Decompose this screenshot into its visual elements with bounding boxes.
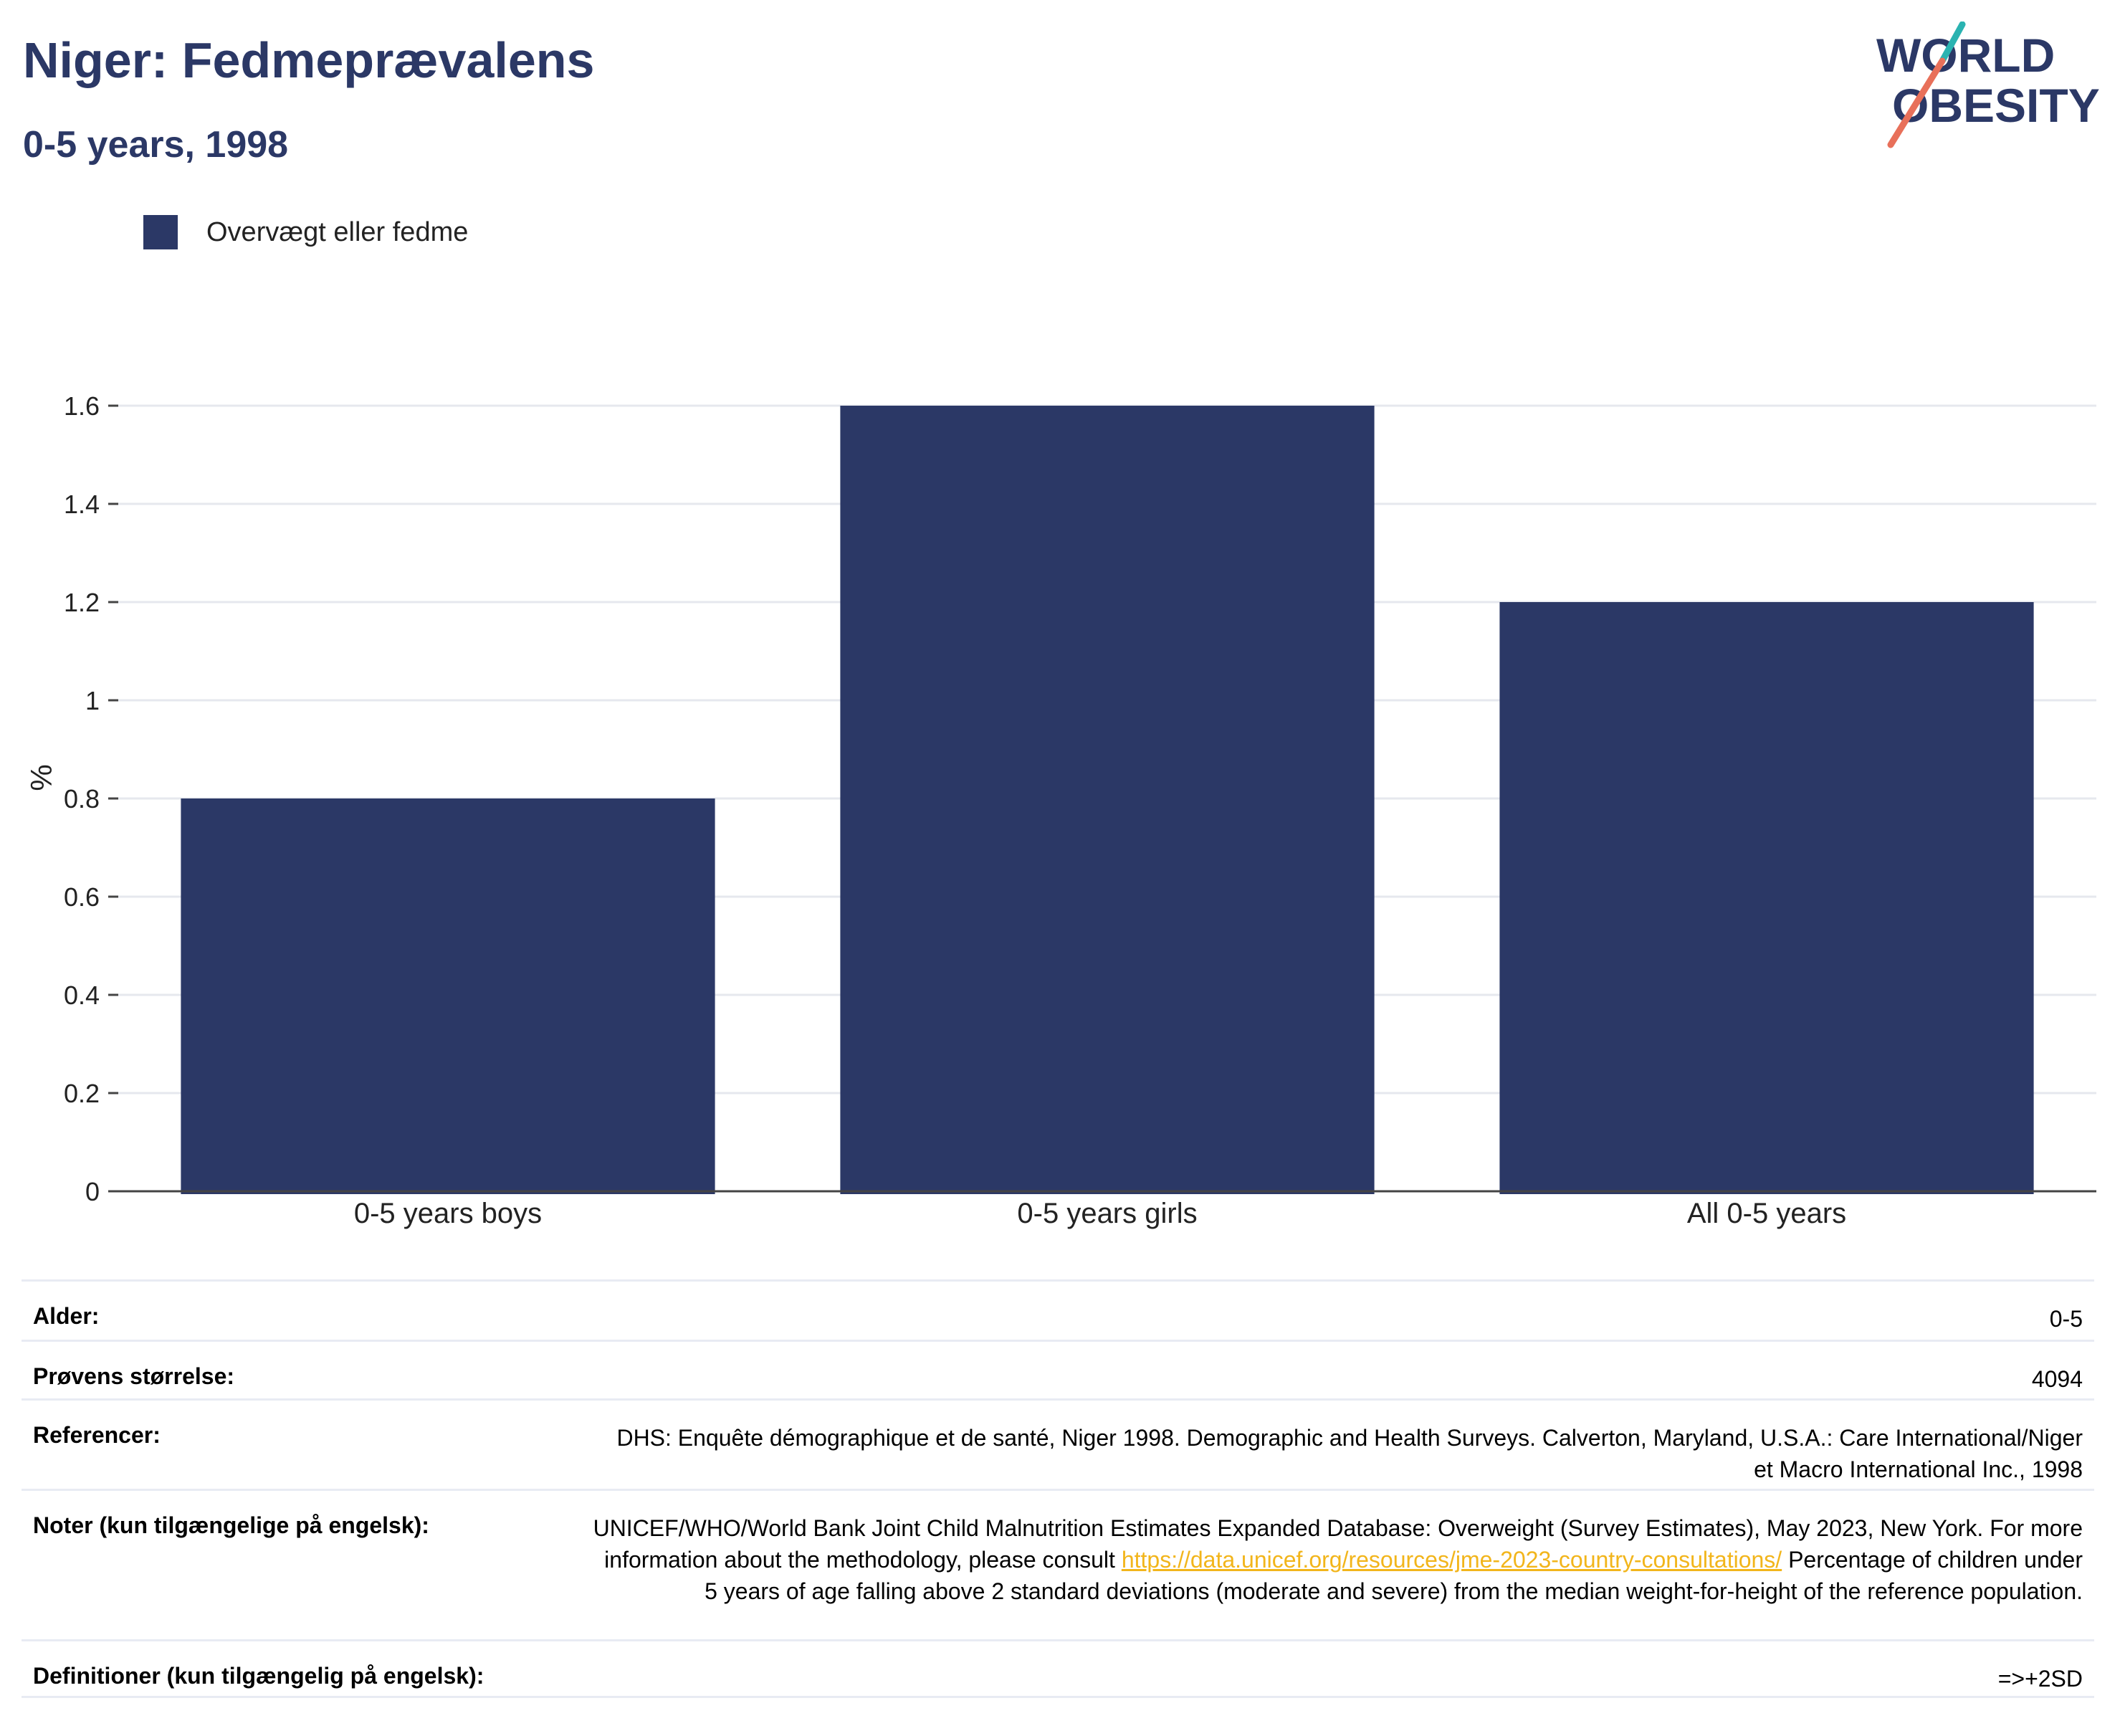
logo-slash-teal bbox=[1939, 22, 1966, 65]
info-row-notes: Noter (kun tilgængelige på engelsk): UNI… bbox=[22, 1489, 2094, 1639]
x-tick-label: 0-5 years boys bbox=[354, 1198, 542, 1229]
logo-line-1: WORLD bbox=[1876, 29, 2055, 82]
page-subtitle: 0-5 years, 1998 bbox=[23, 124, 289, 166]
logo-slash-red bbox=[1887, 57, 1946, 148]
x-tick-label: 0-5 years girls bbox=[1017, 1198, 1197, 1229]
info-label: Prøvens størrelse: bbox=[33, 1363, 235, 1389]
info-value: 0-5 bbox=[2049, 1306, 2083, 1332]
info-label: Alder: bbox=[33, 1303, 100, 1329]
info-value: UNICEF/WHO/World Bank Joint Child Malnut… bbox=[592, 1512, 2083, 1607]
bar bbox=[840, 406, 1375, 1194]
legend-label: Overvægt eller fedme bbox=[206, 216, 469, 247]
info-table: Alder: 0-5 Prøvens størrelse: 4094 Refer… bbox=[22, 1279, 2094, 1698]
bar bbox=[1499, 602, 2034, 1194]
y-axis-ticks: 0 0.2 0.4 0.6 0.8 1 1.2 1.4 1.6 bbox=[64, 391, 118, 1206]
notes-text-continued: Percentage of children under 5 years of … bbox=[705, 1547, 2083, 1604]
info-row-references: Referencer: DHS: Enquête démographique e… bbox=[22, 1398, 2094, 1489]
y-axis-title: % bbox=[24, 764, 58, 791]
x-axis-ticks: 0-5 years boys 0-5 years girls All 0-5 yea… bbox=[354, 1198, 1846, 1229]
y-tick-label: 1.2 bbox=[64, 588, 100, 617]
info-row-sample-size: Prøvens størrelse: 4094 bbox=[22, 1340, 2094, 1398]
y-tick-label: 0 bbox=[85, 1177, 100, 1206]
y-tick-label: 1.6 bbox=[64, 391, 100, 421]
y-tick-label: 0.2 bbox=[64, 1079, 100, 1108]
legend-swatch bbox=[143, 215, 178, 249]
info-label: Noter (kun tilgængelige på engelsk): bbox=[33, 1512, 429, 1538]
y-tick-label: 1 bbox=[85, 686, 100, 715]
page-title: Niger: Fedmeprævalens bbox=[23, 32, 595, 88]
x-tick-label: All 0-5 years bbox=[1687, 1198, 1846, 1229]
y-tick-label: 0.4 bbox=[64, 981, 100, 1010]
bars bbox=[181, 406, 2034, 1194]
legend: Overvægt eller fedme bbox=[143, 215, 468, 249]
info-row-definitions: Definitioner (kun tilgængelig på engelsk… bbox=[22, 1639, 2094, 1698]
y-tick-label: 0.6 bbox=[64, 882, 100, 912]
bar bbox=[181, 798, 715, 1194]
info-value: =>+2SD bbox=[1997, 1666, 2083, 1692]
y-tick-label: 0.8 bbox=[64, 784, 100, 814]
info-row-age: Alder: 0-5 bbox=[22, 1279, 2094, 1340]
bar-chart: 00.20.40.60.811.21.41.6 0-5 years boys 0-… bbox=[24, 391, 2096, 1229]
notes-link[interactable]: https://data.unicef.org/resources/jme-20… bbox=[1121, 1547, 1782, 1573]
info-label: Definitioner (kun tilgængelig på engelsk… bbox=[33, 1663, 484, 1689]
info-value: DHS: Enquête démographique et de santé, … bbox=[616, 1425, 2083, 1482]
world-obesity-logo: WORLD OBESITY bbox=[1876, 22, 2100, 148]
y-tick-label: 1.4 bbox=[64, 490, 100, 519]
info-value: 4094 bbox=[2031, 1366, 2083, 1392]
info-label: Referencer: bbox=[33, 1422, 161, 1448]
notes-text: UNICEF/WHO/World Bank Joint Child Malnut… bbox=[593, 1515, 2083, 1573]
